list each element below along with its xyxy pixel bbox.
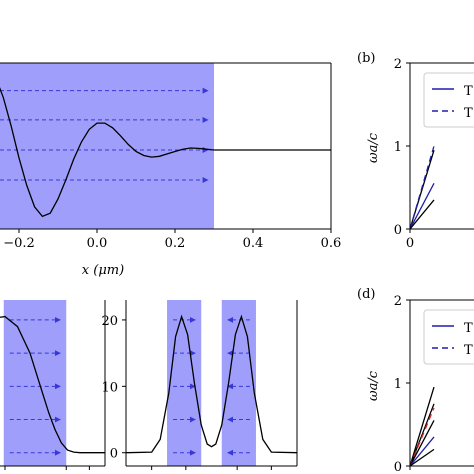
top-left-xtick-label-2: 0.2 xyxy=(165,236,186,251)
panel-d-legend-label-0: T xyxy=(464,321,473,336)
panel-d-series-2 xyxy=(410,407,435,466)
panel-b-series-2 xyxy=(410,145,435,229)
bottom-middle-shaded-region-0 xyxy=(167,300,202,466)
top-left-shaded-region-0 xyxy=(0,63,214,229)
panel-d-ytick-label-1: 1 xyxy=(394,377,402,392)
panel-b-legend-label-0: T xyxy=(464,84,473,99)
bottom-middle-series-0 xyxy=(126,314,297,454)
panel-b-legend-label-1: T xyxy=(464,106,473,121)
panel-b-series-1 xyxy=(410,182,435,229)
panel-b-label: (b) xyxy=(357,51,375,66)
panel-d-label: (d) xyxy=(357,287,375,302)
panel-d-series-1 xyxy=(410,403,435,466)
panel-d-ylabel: ωa/c xyxy=(366,370,381,401)
panel-b-legend-box xyxy=(423,72,474,128)
bottom-middle-ytick-label-0: 0 xyxy=(110,447,118,462)
top-left-xtick-label-3: 0.4 xyxy=(243,236,264,251)
panel-d-legend-box xyxy=(423,309,474,365)
panel-d-ytick-label-2: 2 xyxy=(394,294,402,309)
bottom-left-shaded-region-0 xyxy=(3,300,67,466)
panel-b-ytick-label-1: 1 xyxy=(394,140,402,155)
top-left-xtick-label-1: 0.0 xyxy=(87,236,108,251)
top-left-series-0 xyxy=(0,86,331,218)
top-left-xtick-label-0: −0.2 xyxy=(3,236,35,251)
bottom-middle-ytick-label-1: 10 xyxy=(101,380,118,395)
panel-d-series-4 xyxy=(410,436,435,466)
panel-d-ytick-label-0: 0 xyxy=(394,460,402,474)
bottom-middle-shaded-region-1 xyxy=(221,300,256,466)
top-left-xtick-label-4: 0.6 xyxy=(321,236,342,251)
bottom-left-series-0 xyxy=(0,315,105,454)
panel-d-series-0 xyxy=(410,386,435,466)
panel-b-series-3 xyxy=(410,199,435,229)
panel-d-legend-label-1: T xyxy=(464,343,473,358)
panel-d-series-3 xyxy=(410,420,435,466)
panel-d-series-5 xyxy=(410,448,435,466)
top-left-xlabel: x (μm) xyxy=(82,263,124,278)
bottom-middle-ytick-label-2: 20 xyxy=(101,314,118,329)
panel-b-ytick-label-2: 2 xyxy=(394,57,402,72)
panel-b-ylabel: ωa/c xyxy=(366,132,381,163)
panel-b-ytick-label-0: 0 xyxy=(394,223,402,238)
panel-b-xtick-label-0: 0 xyxy=(406,236,414,251)
